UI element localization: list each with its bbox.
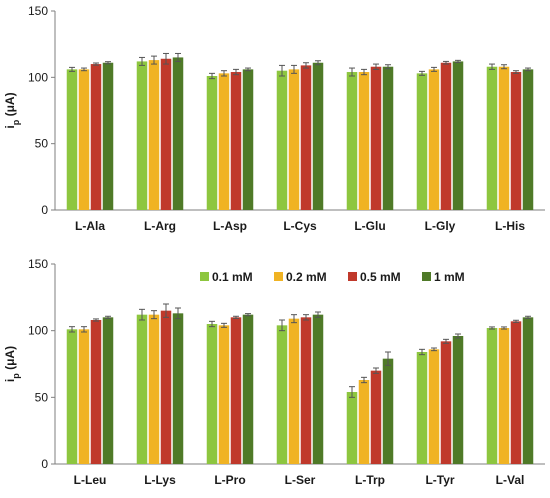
bar <box>416 352 428 464</box>
bar <box>276 325 288 464</box>
y-tick-label: 50 <box>35 390 49 404</box>
y-axis-label: ip (μA) <box>3 92 21 128</box>
bar <box>218 73 230 210</box>
bar <box>78 69 90 210</box>
y-tick-label: 0 <box>41 457 48 471</box>
x-tick-label: L-Glu <box>354 219 385 233</box>
bar <box>172 313 184 464</box>
legend-swatch <box>200 272 209 281</box>
legend-swatch <box>274 272 283 281</box>
bar <box>452 61 464 211</box>
bar <box>428 349 440 464</box>
bar <box>486 328 498 464</box>
bar <box>452 336 464 464</box>
bar <box>160 310 172 464</box>
bar <box>440 341 452 464</box>
x-tick-label: L-Val <box>496 473 525 487</box>
bar <box>510 72 522 210</box>
y-tick-label: 50 <box>35 137 49 151</box>
bar <box>102 62 114 210</box>
bar <box>498 328 510 464</box>
bar <box>300 65 312 210</box>
bar <box>276 70 288 210</box>
bar <box>382 358 394 464</box>
bar <box>370 370 382 464</box>
bar <box>382 66 394 210</box>
bar <box>300 317 312 464</box>
chart-panel-1: 0 50 100 150 ip (μA) L-Ala L-Arg L-Asp L-Cys L-Gl… <box>3 4 545 233</box>
legend-label: 1 mM <box>434 270 465 284</box>
bar <box>136 61 148 211</box>
bar <box>218 325 230 464</box>
legend-label: 0.5 mM <box>360 270 401 284</box>
x-tick-label: L-Lys <box>144 473 176 487</box>
bar <box>230 72 242 210</box>
legend-label: 0.1 mM <box>212 270 253 284</box>
bar <box>416 73 428 210</box>
bar <box>312 314 324 464</box>
bar <box>148 60 160 210</box>
x-tick-label: L-Ser <box>285 473 316 487</box>
bar <box>522 317 534 464</box>
bar <box>206 76 218 210</box>
bar <box>160 58 172 211</box>
y-tick-label: 150 <box>28 4 48 18</box>
bar <box>66 329 78 464</box>
legend-swatch <box>348 272 357 281</box>
y-tick-label: 0 <box>41 203 48 217</box>
bar <box>288 318 300 464</box>
legend: 0.1 mM 0.2 mM 0.5 mM 1 mM <box>200 270 465 284</box>
bar <box>288 69 300 210</box>
bar <box>522 69 534 210</box>
x-tick-label: L-Leu <box>74 473 107 487</box>
x-tick-label: L-Pro <box>214 473 245 487</box>
bar <box>346 72 358 210</box>
bar <box>78 329 90 464</box>
legend-swatch <box>422 272 431 281</box>
x-tick-label: L-Gly <box>425 219 456 233</box>
bar <box>230 317 242 464</box>
bar <box>312 62 324 210</box>
bar <box>358 72 370 210</box>
bar <box>172 57 184 210</box>
bar <box>498 66 510 210</box>
bar <box>510 321 522 464</box>
bar <box>242 69 254 210</box>
x-tick-label: L-Cys <box>283 219 317 233</box>
bar <box>440 62 452 210</box>
y-tick-label: 100 <box>28 324 48 338</box>
x-tick-label: L-Arg <box>144 219 176 233</box>
x-tick-label: L-Trp <box>355 473 385 487</box>
x-tick-label: L-His <box>495 219 525 233</box>
bar <box>66 69 78 210</box>
chart-panel-2: 0 50 100 150 ip (μA) L-Leu L-Lys L-Pro L-Ser L-Tr… <box>3 257 545 487</box>
bar <box>242 314 254 464</box>
x-tick-label: L-Ala <box>75 219 105 233</box>
bar <box>90 64 102 210</box>
bar <box>358 380 370 464</box>
bar <box>136 314 148 464</box>
bar <box>102 317 114 464</box>
y-tick-label: 150 <box>28 257 48 271</box>
bar <box>428 69 440 210</box>
x-tick-label: L-Asp <box>213 219 247 233</box>
bar <box>90 320 102 464</box>
bar <box>486 66 498 210</box>
bar <box>370 66 382 210</box>
y-axis-label: ip (μA) <box>3 346 21 382</box>
x-tick-label: L-Tyr <box>425 473 454 487</box>
bar <box>346 392 358 464</box>
bar <box>148 314 160 464</box>
legend-label: 0.2 mM <box>286 270 327 284</box>
bar <box>206 324 218 464</box>
y-tick-label: 100 <box>28 70 48 84</box>
